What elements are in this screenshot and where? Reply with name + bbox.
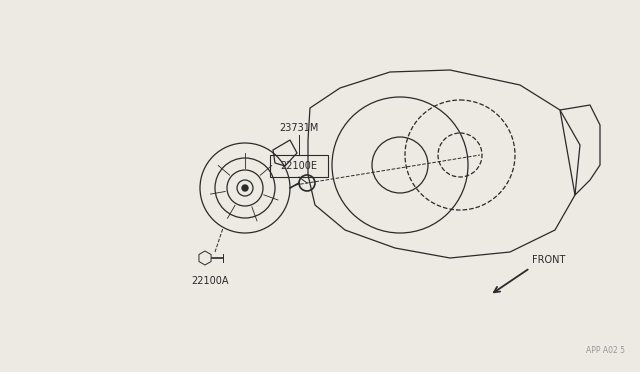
Bar [270, 155, 328, 177]
Text: 22100A: 22100A [191, 276, 228, 286]
Text: APP A02 5: APP A02 5 [586, 346, 625, 355]
Text: 22100E: 22100E [280, 161, 317, 171]
Text: 23731M: 23731M [279, 123, 319, 133]
Text: FRONT: FRONT [532, 255, 565, 265]
Circle shape [242, 185, 248, 191]
